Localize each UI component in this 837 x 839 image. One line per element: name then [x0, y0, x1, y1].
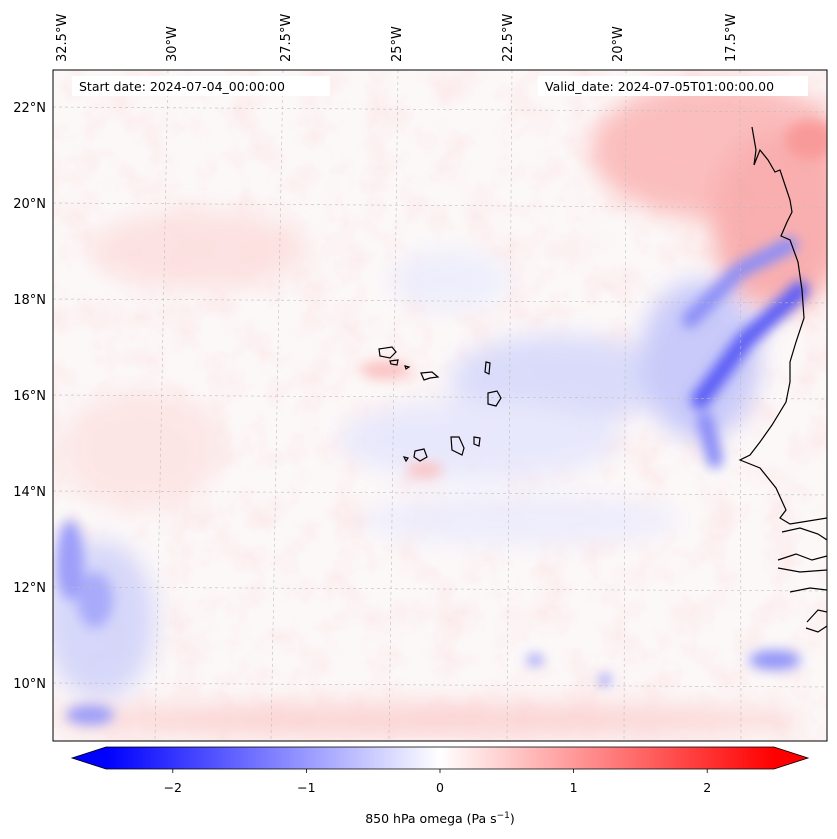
start-date-label: Start date: 2024-07-04_00:00:00	[79, 79, 285, 94]
lon-label: 22.5°W	[501, 14, 516, 62]
lat-label: 16°N	[13, 389, 46, 404]
colorbar-tick-label: 0	[436, 780, 444, 795]
colorbar-label-exp: −1	[497, 811, 510, 821]
lat-label: 18°N	[13, 293, 46, 308]
colorbar-tick-label: −2	[164, 780, 182, 795]
lat-label: 20°N	[13, 197, 46, 212]
colorbar-outline	[70, 746, 810, 770]
colorbar-label: 850 hPa omega (Pa s−1)	[365, 811, 515, 826]
valid-date-label: Valid_date: 2024-07-05T01:00:00.00	[545, 79, 774, 94]
lon-label: 30°W	[165, 26, 180, 62]
lon-label: 25°W	[390, 26, 405, 62]
colorbar-extend-high	[774, 747, 808, 769]
lat-label: 14°N	[13, 485, 46, 500]
lon-label: 27.5°W	[279, 14, 294, 62]
map-frame	[52, 69, 828, 742]
latitude-labels: 22°N 20°N 18°N 16°N 14°N 12°N 10°N	[13, 101, 46, 692]
lat-label: 22°N	[13, 101, 46, 116]
colorbar-label-main: 850 hPa omega (Pa s	[365, 811, 496, 826]
longitude-labels: 32.5°W 30°W 27.5°W 25°W 22.5°W 20°W 17.5…	[55, 14, 739, 62]
coastline	[738, 126, 827, 633]
colorbar-extend-low	[72, 747, 106, 769]
colorbar-tick-label: 2	[703, 780, 711, 795]
colorbar-label-close: )	[510, 811, 515, 826]
valid-date-box	[538, 76, 808, 96]
colorbar-tick-label: −1	[297, 780, 315, 795]
colorbar-tick-label: 1	[570, 780, 578, 795]
start-date-box	[72, 76, 330, 96]
graticule	[53, 70, 827, 741]
lat-label: 12°N	[13, 581, 46, 596]
lon-label: 32.5°W	[55, 14, 70, 62]
colorbar-ticks: −2 −1 0 1 2	[164, 769, 711, 795]
lon-label: 20°W	[611, 26, 626, 62]
colorbar: −2 −1 0 1 2 850 hPa omega (Pa s−1)	[70, 746, 810, 826]
lat-label: 10°N	[13, 677, 46, 692]
omega-field	[53, 70, 827, 741]
lon-label: 17.5°W	[724, 14, 739, 62]
cape-verde-islands	[378, 346, 502, 463]
colorbar-body	[106, 747, 774, 769]
